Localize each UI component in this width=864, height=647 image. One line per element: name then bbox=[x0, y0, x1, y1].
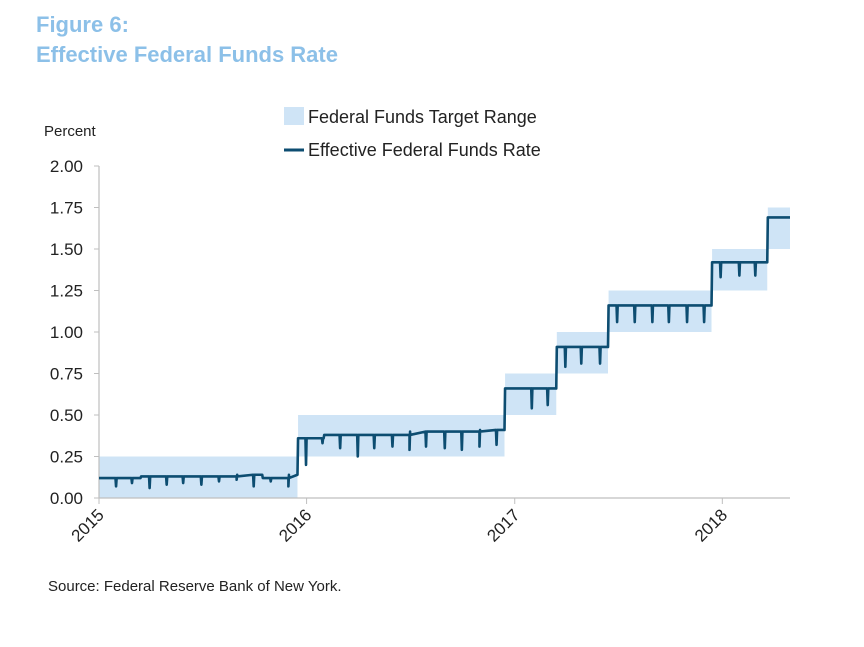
x-tick-label-0: 2015 bbox=[68, 505, 108, 545]
y-axis-unit-label: Percent bbox=[44, 123, 97, 140]
figure-title: Effective Federal Funds Rate bbox=[36, 42, 338, 67]
figure-title-block: Figure 6: Effective Federal Funds Rate bbox=[36, 10, 338, 70]
x-tick-label-1: 2016 bbox=[275, 505, 315, 545]
y-tick-label-7: 1.75 bbox=[50, 199, 83, 218]
y-tick-label-2: 0.50 bbox=[50, 406, 83, 425]
target-range-band-5 bbox=[608, 290, 712, 332]
x-tick-label-3: 2018 bbox=[691, 505, 731, 545]
effr-line bbox=[99, 216, 790, 490]
legend-label-effr: Effective Federal Funds Rate bbox=[308, 140, 541, 160]
y-tick-label-4: 1.00 bbox=[50, 323, 83, 342]
y-tick-label-6: 1.50 bbox=[50, 240, 83, 259]
source-note: Source: Federal Reserve Bank of New York… bbox=[48, 578, 342, 595]
y-tick-label-0: 0.00 bbox=[50, 489, 83, 508]
y-tick-label-5: 1.25 bbox=[50, 282, 83, 301]
legend: Federal Funds Target Range Effective Fed… bbox=[284, 107, 541, 160]
effr-line-layer bbox=[99, 216, 790, 490]
y-tick-label-8: 2.00 bbox=[50, 157, 83, 176]
figure-number: Figure 6: bbox=[36, 12, 129, 37]
legend-swatch-target-range bbox=[284, 107, 304, 125]
target-range-band-7 bbox=[767, 207, 790, 249]
legend-label-target-range: Federal Funds Target Range bbox=[308, 107, 537, 127]
x-tick-label-2: 2017 bbox=[483, 505, 523, 545]
target-range-bands bbox=[99, 207, 790, 498]
y-tick-label-3: 0.75 bbox=[50, 365, 83, 384]
y-tick-label-1: 0.25 bbox=[50, 448, 83, 467]
